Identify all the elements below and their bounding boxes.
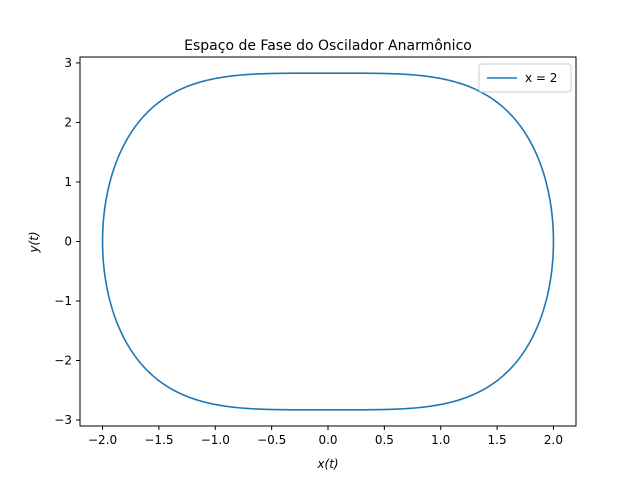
legend-entry-label: x = 2: [525, 71, 557, 85]
x-axis-ticks: −2.0 −1.5 −1.0 −0.5 0.0 0.5 1.0 1.5 2.0: [88, 426, 563, 447]
series-orbit-line: [101, 72, 555, 411]
x-tick-label: 0.5: [375, 433, 394, 447]
y-axis-ticks: −3 −2 −1 0 1 2 3: [54, 56, 80, 427]
x-tick-label: −0.5: [257, 433, 286, 447]
y-tick-label: −3: [54, 413, 72, 427]
x-tick-label: 1.0: [431, 433, 450, 447]
y-tick-label: 0: [64, 235, 72, 249]
x-tick-label: −1.0: [201, 433, 230, 447]
legend: x = 2: [478, 63, 572, 93]
y-axis-label: y(t): [27, 231, 41, 253]
plot-area: −2.0 −1.5 −1.0 −0.5 0.0 0.5 1.0 1.5 2.0 −3 −2 −1 0 1…: [54, 56, 577, 447]
x-tick-label: −2.0: [88, 433, 117, 447]
y-tick-label: −2: [54, 354, 72, 368]
y-tick-label: 2: [64, 115, 72, 129]
y-tick-label: −1: [54, 294, 72, 308]
legend-box: [478, 63, 572, 93]
chart-title: Espaço de Fase do Oscilador Anarmônico: [184, 38, 472, 54]
x-tick-label: −1.5: [144, 433, 173, 447]
y-tick-label: 3: [64, 56, 72, 70]
x-tick-label: 2.0: [544, 433, 563, 447]
x-tick-label: 1.5: [488, 433, 507, 447]
x-axis-label: x(t): [316, 457, 338, 471]
y-tick-label: 1: [64, 175, 72, 189]
x-tick-label: 0.0: [318, 433, 337, 447]
